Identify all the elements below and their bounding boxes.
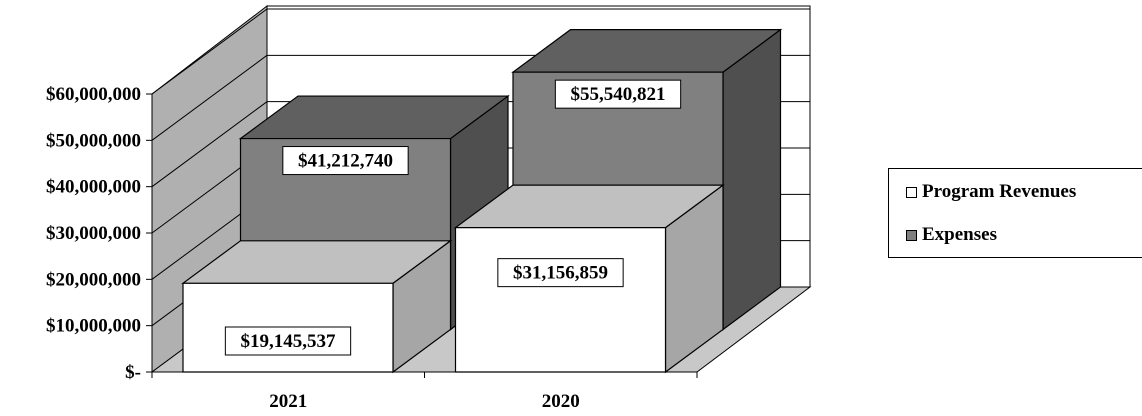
data-label-revenues-2021: $19,145,537	[241, 331, 337, 352]
legend-swatch-expenses	[906, 229, 917, 241]
gridline-side	[151, 8, 268, 95]
x-tick-label: 2020	[542, 391, 580, 411]
data-label-expenses-2020: $55,540,821	[571, 84, 666, 105]
y-tick-label: $-	[125, 362, 141, 383]
bar-expenses-2020-side	[722, 28, 782, 331]
data-label-revenues-2020-box	[497, 258, 624, 288]
chart-legend: Program Revenues Expenses	[888, 168, 1142, 258]
legend-label-revenues: Program Revenues	[922, 181, 1077, 202]
legend-item-revenues: Program Revenues	[906, 181, 1076, 203]
data-label-expenses-2020-box	[554, 79, 682, 109]
y-tick-label: $30,000,000	[46, 223, 141, 244]
bar-revenues-2020-front	[454, 227, 667, 373]
legend-swatch-revenues	[906, 186, 917, 198]
data-label-revenues-2020: $31,156,859	[513, 263, 608, 284]
legend-label-expenses: Expenses	[922, 224, 997, 245]
data-label-expenses-2021: $41,212,740	[298, 151, 393, 172]
gridline-side	[151, 54, 268, 141]
gridline-side	[151, 101, 268, 188]
data-label-expenses-2021-box	[282, 146, 409, 176]
x-tick-label: 2021	[269, 391, 307, 411]
data-label-revenues-2021-box	[224, 326, 352, 356]
y-tick-label: $50,000,000	[46, 130, 141, 151]
y-tick-label: $10,000,000	[46, 316, 141, 337]
y-tick-label: $40,000,000	[46, 177, 141, 198]
y-tick-label: $20,000,000	[46, 269, 141, 290]
legend-item-expenses: Expenses	[906, 224, 997, 246]
y-tick-label: $60,000,000	[46, 84, 141, 105]
